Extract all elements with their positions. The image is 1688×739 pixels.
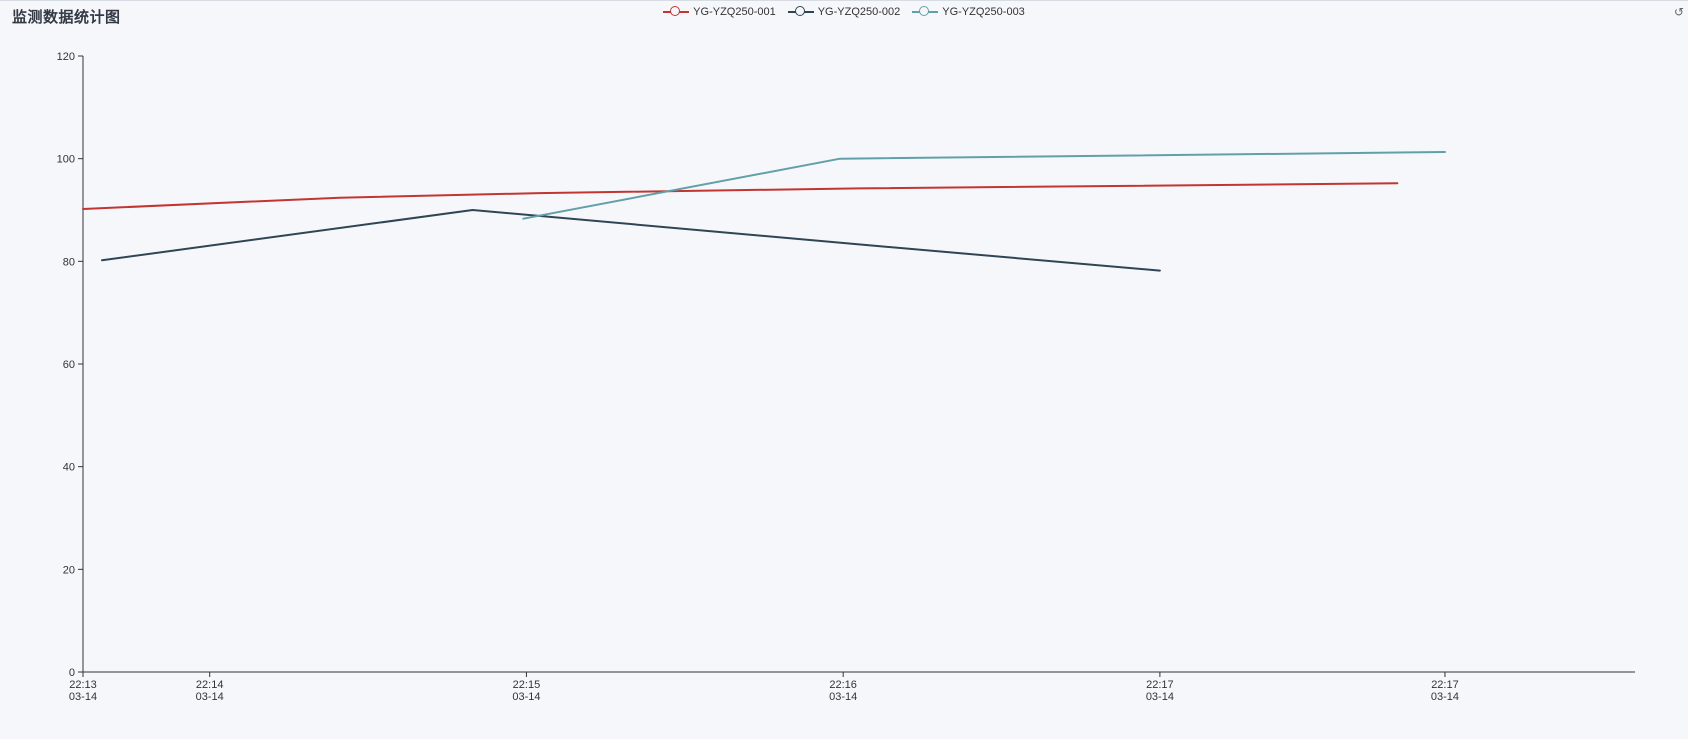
series-layer xyxy=(82,151,1446,272)
x-tick-label-date: 03-14 xyxy=(69,691,97,703)
legend-item-2[interactable]: YG-YZQ250-002 xyxy=(787,5,901,19)
y-tick-label: 60 xyxy=(63,359,75,371)
series-line-1[interactable] xyxy=(82,182,1399,210)
legend-label: YG-YZQ250-003 xyxy=(942,6,1025,18)
legend-label: YG-YZQ250-001 xyxy=(693,6,776,18)
x-tick-label-date: 03-14 xyxy=(1146,691,1174,703)
y-tick-label: 40 xyxy=(63,462,75,474)
series-line-2[interactable] xyxy=(101,209,1161,272)
axes: 02040608010012022:1303-1422:1403-1422:15… xyxy=(57,51,1635,703)
legend-label: YG-YZQ250-002 xyxy=(817,6,901,18)
restore-icon[interactable]: ↺ xyxy=(1673,5,1684,19)
chart-title: 监测数据统计图 xyxy=(12,9,121,26)
y-tick-label: 0 xyxy=(69,667,75,679)
legend-item-3[interactable]: YG-YZQ250-003 xyxy=(912,5,1025,19)
x-tick-label-time: 22:14 xyxy=(196,679,224,691)
x-tick-label-time: 22:15 xyxy=(513,679,541,691)
panel-top-border xyxy=(0,0,1688,1)
y-tick-label: 100 xyxy=(57,154,75,166)
legend-item-1[interactable]: YG-YZQ250-001 xyxy=(663,5,776,19)
legend-marker-icon xyxy=(912,5,939,19)
series-line-3[interactable] xyxy=(522,151,1446,220)
x-tick-label-time: 22:16 xyxy=(829,679,857,691)
legend-marker-icon xyxy=(787,5,814,19)
y-tick-label: 120 xyxy=(57,51,75,63)
legend: YG-YZQ250-001 YG-YZQ250-002 YG-YZQ250-003 xyxy=(0,5,1688,19)
y-tick-label: 20 xyxy=(63,564,75,576)
x-tick-label-time: 22:17 xyxy=(1146,679,1174,691)
x-tick-label-date: 03-14 xyxy=(1431,691,1459,703)
x-tick-label-date: 03-14 xyxy=(196,691,224,703)
legend-marker-icon xyxy=(663,5,690,19)
x-tick-label-date: 03-14 xyxy=(829,691,857,703)
y-tick-label: 80 xyxy=(63,256,75,268)
x-tick-label-time: 22:13 xyxy=(69,679,97,691)
x-tick-label-time: 22:17 xyxy=(1431,679,1459,691)
x-tick-label-date: 03-14 xyxy=(512,691,540,703)
